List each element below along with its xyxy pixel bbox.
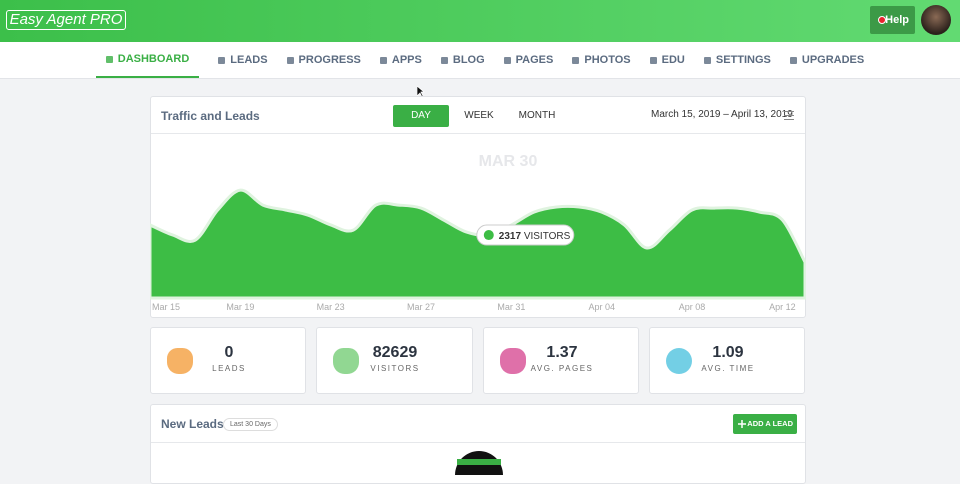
tab[interactable]: WEEK (464, 110, 494, 121)
help-button[interactable]: Help (870, 6, 915, 34)
x-tick-label: Mar 27 (407, 302, 435, 312)
tooltip-unit: VISITORS (524, 231, 571, 242)
nav-item[interactable]: UPGRADES (789, 42, 865, 78)
menu-icon[interactable] (784, 111, 794, 120)
nav-label: LEADS (230, 54, 268, 66)
x-tick-label: Mar 31 (497, 302, 525, 312)
divider (151, 442, 805, 443)
x-tick-label: Apr 12 (769, 302, 796, 312)
nav-label: SETTINGS (715, 54, 771, 66)
stat-icon (167, 348, 193, 374)
stat-value: 1.09 (712, 344, 744, 361)
stat-label: LEADS (212, 364, 246, 373)
nav-bar: DASHBOARD LEADS PROGRESS APPS BLOG PAGES PHOTO… (0, 42, 960, 79)
stat-icon (500, 348, 526, 374)
x-tick-label: Apr 04 (588, 302, 615, 312)
stat-card: 82629 VISITORS (316, 327, 473, 394)
nav-label: APPS (391, 54, 422, 66)
new-leads-card: New Leads Last 30 Days ADD A LEAD (150, 404, 806, 484)
nav-icon (703, 56, 711, 64)
nav-item[interactable]: EDU (649, 42, 685, 78)
tab[interactable]: DAY (393, 105, 449, 127)
nav-icon (789, 56, 797, 64)
help-label: Help (885, 14, 909, 26)
x-tick-label: Mar 23 (317, 302, 345, 312)
plus-icon (738, 420, 746, 428)
stat-label: VISITORS (370, 364, 420, 373)
tooltip (476, 224, 575, 246)
nav-item[interactable]: PAGES (503, 42, 554, 78)
stat-card: 1.09 AVG. TIME (649, 327, 805, 394)
tooltip-text: 2317 VISITORS (499, 231, 571, 242)
badge: Last 30 Days (223, 418, 278, 431)
header: Easy Agent PRO Help (0, 0, 960, 42)
stat-label: AVG. PAGES (530, 364, 594, 373)
nav-label: PAGES (515, 54, 554, 66)
nav-item[interactable]: PHOTOS (572, 42, 631, 78)
nav-item[interactable]: LEADS (218, 42, 268, 78)
nav-label: PROGRESS (298, 54, 361, 66)
stat-value: 82629 (372, 344, 418, 361)
nav-icon (572, 56, 580, 64)
nav-label: UPGRADES (801, 54, 865, 66)
x-tick-label: Apr 08 (679, 302, 706, 312)
nav-item[interactable]: SETTINGS (703, 42, 771, 78)
card-title: New Leads (161, 417, 224, 431)
nav-icon (649, 56, 657, 64)
traffic-chart: Mar 15 Mar 19 Mar 23 Mar 27 Mar 31 Apr 04 Apr … (150, 153, 806, 312)
help-dot (878, 16, 886, 24)
nav-item[interactable]: BLOG (440, 42, 485, 78)
mascot (455, 451, 503, 475)
nav-icon (379, 56, 387, 64)
tooltip-dot (483, 230, 494, 241)
stat-label: AVG. TIME (701, 364, 755, 373)
highlight-date: MAR 30 (479, 153, 538, 170)
card-title: Traffic and Leads (161, 109, 260, 123)
nav-icon (440, 56, 448, 64)
nav-icon (286, 56, 294, 64)
nav-label: PHOTOS (584, 54, 631, 66)
nav-icon (105, 55, 113, 63)
stat-value: 1.37 (546, 344, 578, 361)
area (150, 188, 806, 300)
x-tick-label: Mar 15 (152, 302, 180, 312)
stat-value: 0 (224, 344, 234, 361)
divider (151, 133, 805, 134)
nav-item[interactable]: DASHBOARD (95, 42, 200, 78)
nav-item[interactable]: PROGRESS (286, 42, 361, 78)
stat-icon (333, 348, 359, 374)
avatar[interactable] (921, 5, 951, 35)
nav-label: EDU (661, 54, 685, 66)
tab[interactable]: MONTH (518, 110, 556, 121)
add-lead-button[interactable]: ADD A LEAD (733, 414, 797, 434)
nav-label: DASHBOARD (117, 53, 190, 65)
button-label: ADD A LEAD (747, 419, 793, 428)
stat-icon (666, 348, 692, 374)
nav-label: BLOG (452, 54, 485, 66)
date-range[interactable]: March 15, 2019 – April 13, 2019 (651, 109, 793, 120)
stat-card: 0 LEADS (150, 327, 306, 394)
stat-card: 1.37 AVG. PAGES (483, 327, 639, 394)
tooltip-value: 2317 (499, 231, 522, 242)
nav-icon (218, 56, 226, 64)
x-tick-label: Mar 19 (226, 302, 254, 312)
nav-icon (503, 56, 511, 64)
logo[interactable]: Easy Agent PRO (6, 10, 126, 30)
nav-item[interactable]: APPS (379, 42, 422, 78)
